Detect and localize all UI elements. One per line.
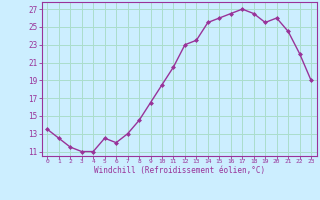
X-axis label: Windchill (Refroidissement éolien,°C): Windchill (Refroidissement éolien,°C) xyxy=(94,166,265,175)
